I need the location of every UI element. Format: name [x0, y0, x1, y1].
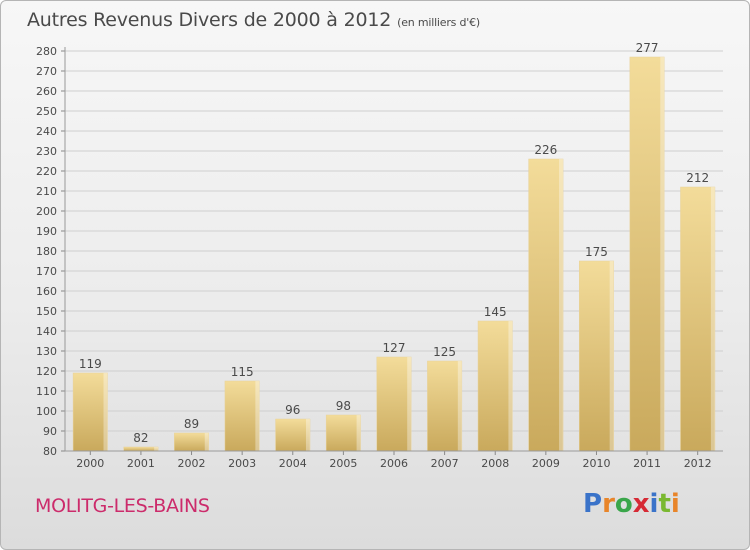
bar-2006	[376, 356, 412, 452]
y-tick-label: 240	[36, 125, 57, 138]
y-tick-label: 150	[36, 305, 57, 318]
bar-highlight	[508, 321, 513, 451]
bar-highlight	[407, 357, 412, 451]
bar-2011	[629, 56, 665, 452]
logo-letter: i	[670, 489, 680, 519]
x-tick-label-2010: 2010	[582, 457, 610, 470]
proxiti-logo[interactable]: Proxiti	[583, 489, 680, 519]
y-tick-label: 220	[36, 165, 57, 178]
data-label-2002: 89	[184, 417, 199, 431]
bar-2002	[174, 432, 209, 452]
bar-highlight	[204, 433, 209, 451]
logo-letter: o	[614, 489, 633, 519]
y-tick-label: 160	[36, 285, 57, 298]
bar-highlight	[103, 373, 108, 451]
y-tick-label: 270	[36, 65, 57, 78]
data-label-2005: 98	[336, 399, 351, 413]
bar-highlight	[660, 57, 665, 451]
data-label-2003: 115	[231, 365, 254, 379]
y-tick-label: 210	[36, 185, 57, 198]
y-tick-label: 140	[36, 325, 57, 338]
city-name: MOLITG-LES-BAINS	[35, 495, 210, 517]
x-tick-label-2009: 2009	[532, 457, 560, 470]
data-labels: 119 82 89 115 96 98 127 125 145 226 175 277 212	[79, 41, 709, 445]
data-label-2008: 145	[484, 305, 507, 319]
data-label-2007: 125	[433, 345, 456, 359]
chart-title-text: Autres Revenus Divers de 2000 à 2012	[27, 9, 392, 31]
logo-letter: x	[632, 489, 650, 519]
x-tick-label-2006: 2006	[380, 457, 408, 470]
y-tick-label: 80	[43, 445, 57, 458]
data-label-2012: 212	[686, 171, 709, 185]
data-label-2011: 277	[636, 41, 659, 55]
y-tick-label: 170	[36, 265, 57, 278]
y-tick-label: 260	[36, 85, 57, 98]
y-tick-label: 180	[36, 245, 57, 258]
bar-2009	[528, 158, 564, 452]
bar-highlight	[255, 381, 260, 451]
y-axis: 80 90 100 110 120 130 140 150 160 170 180 190 200 210…	[36, 45, 57, 458]
data-label-2001: 82	[133, 431, 148, 445]
y-tick-label: 280	[36, 45, 57, 58]
x-tick-label-2008: 2008	[481, 457, 509, 470]
data-label-2009: 226	[534, 143, 557, 157]
y-tick-label: 100	[36, 405, 57, 418]
bar-highlight	[710, 187, 715, 451]
data-label-2004: 96	[285, 403, 300, 417]
x-tick-label-2002: 2002	[178, 457, 206, 470]
y-tick-label: 230	[36, 145, 57, 158]
x-tick-label-2004: 2004	[279, 457, 307, 470]
data-label-2010: 175	[585, 245, 608, 259]
bar-2007	[427, 360, 463, 452]
data-label-2000: 119	[79, 357, 102, 371]
bar-highlight	[305, 419, 310, 451]
bar-2001	[123, 446, 159, 452]
bar-highlight	[356, 415, 361, 451]
x-tick-label-2001: 2001	[127, 457, 155, 470]
x-tick-label-2012: 2012	[684, 457, 712, 470]
y-tick-label: 190	[36, 225, 57, 238]
chart-title: Autres Revenus Divers de 2000 à 2012 (en …	[27, 9, 480, 31]
logo-letter: r	[602, 489, 615, 519]
y-tick-label: 130	[36, 345, 57, 358]
bar-highlight	[559, 159, 564, 451]
bar-2005	[325, 414, 361, 452]
bar-2004	[275, 418, 311, 452]
x-tick-label-2003: 2003	[228, 457, 256, 470]
bar-highlight	[609, 261, 614, 451]
bar-highlight	[457, 361, 462, 451]
y-tick-label: 110	[36, 385, 57, 398]
bar-2000	[72, 372, 108, 452]
logo-letter: i	[649, 489, 659, 519]
y-tick-label: 200	[36, 205, 57, 218]
x-tick-label-2005: 2005	[329, 457, 357, 470]
x-tick-label-2000: 2000	[76, 457, 104, 470]
bar-2003	[224, 380, 260, 452]
y-tick-label: 120	[36, 365, 57, 378]
bar-2012	[680, 186, 716, 452]
logo-letter: t	[658, 489, 671, 519]
x-axis: 2000 2001 2002 2003 2004 2005 2006 2007 2008 2009…	[65, 450, 723, 470]
y-tick-label: 250	[36, 105, 57, 118]
bar-2010	[579, 260, 614, 452]
chart-subtitle: (en milliers d'€)	[397, 16, 481, 29]
x-tick-label-2007: 2007	[431, 457, 459, 470]
bars	[72, 56, 716, 452]
data-label-2006: 127	[383, 341, 406, 355]
logo-letter: P	[583, 489, 603, 519]
bar-highlight	[154, 447, 159, 451]
bar-2008	[477, 320, 513, 452]
y-tick-label: 90	[43, 425, 57, 438]
x-tick-label-2011: 2011	[633, 457, 661, 470]
